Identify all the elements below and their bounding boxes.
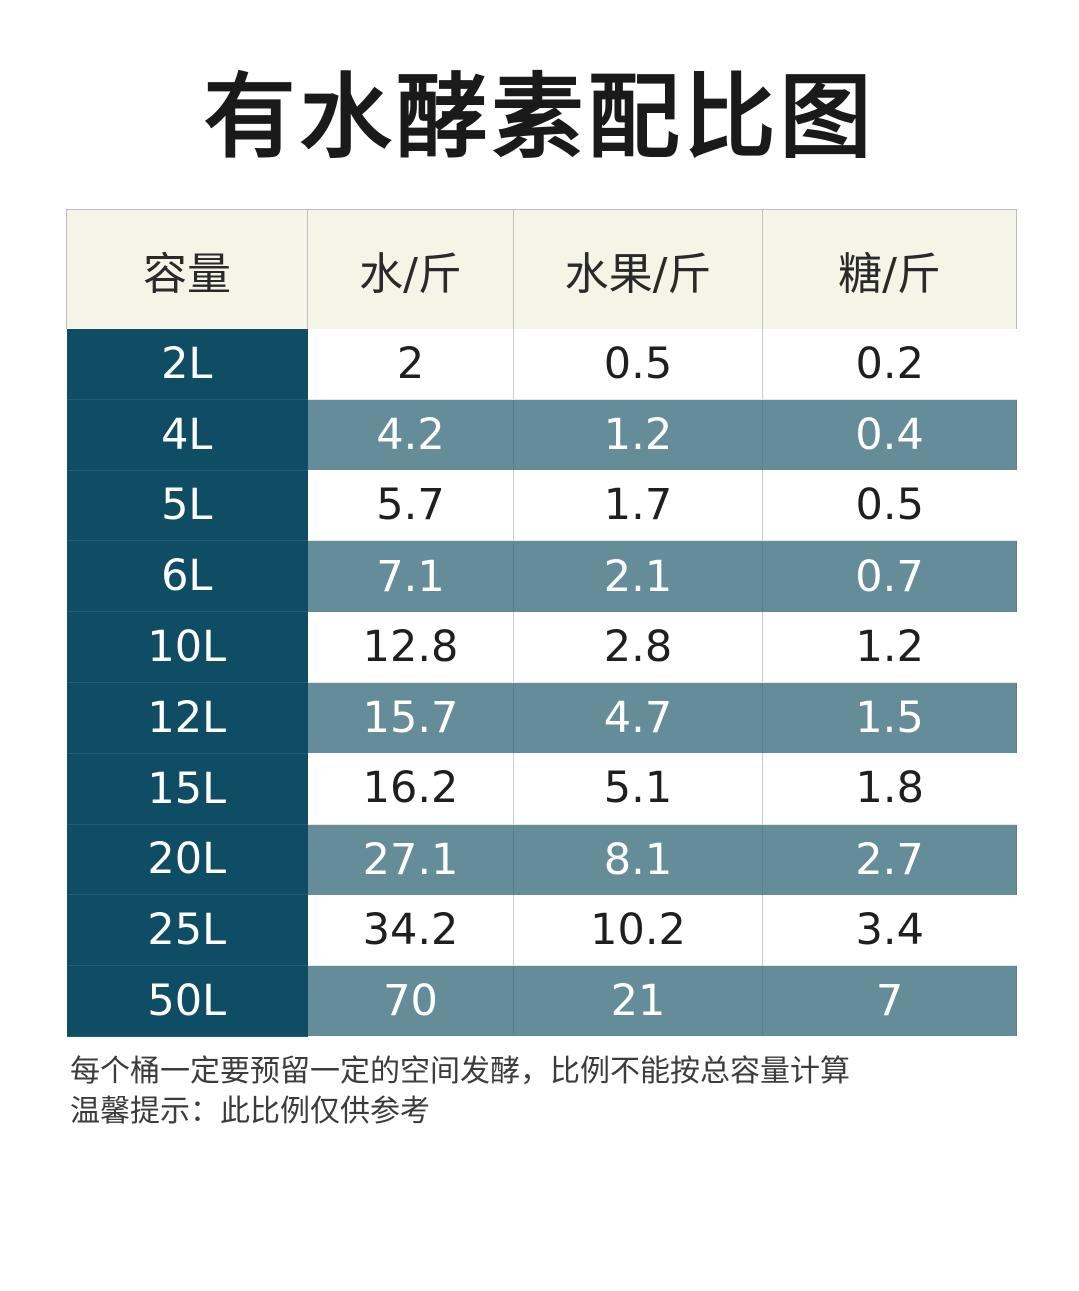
table-row: 12L 15.7 4.7 1.5 [66,682,1017,754]
fruit-cell: 21 [513,965,763,1037]
sugar-cell: 0.4 [762,399,1017,471]
header-water: 水/斤 [307,209,514,329]
sugar-cell: 7 [762,965,1017,1037]
capacity-cell: 50L [66,965,308,1037]
capacity-cell: 10L [66,611,308,683]
table-row: 6L 7.1 2.1 0.7 [66,540,1017,613]
sugar-cell: 1.2 [762,611,1017,683]
footnote-line-space-warning: 每个桶一定要预留一定的空间发酵，比例不能按总容量计算 [70,1054,850,1089]
table-row: 10L 12.8 2.8 1.2 [66,611,1017,683]
table-row: 5L 5.7 1.7 0.5 [66,470,1017,542]
sugar-cell: 1.5 [762,682,1017,754]
table-row: 20L 27.1 8.1 2.7 [66,824,1017,896]
capacity-cell: 2L [66,329,308,400]
footnote-line-tip: 温馨提示：此比例仅供参考 [70,1094,430,1129]
sugar-cell: 0.7 [762,540,1017,612]
page-title: 有水酵素配比图 [203,64,876,171]
capacity-cell: 25L [66,894,308,967]
fruit-cell: 1.2 [513,399,763,471]
water-cell: 4.2 [307,399,514,471]
capacity-cell: 6L [66,540,308,613]
fruit-cell: 2.1 [513,540,763,612]
sugar-cell: 0.5 [762,470,1017,542]
water-cell: 5.7 [307,470,514,542]
table-body: 2L 2 0.5 0.2 4L 4.2 1.2 0.4 5L 5.7 1.7 0… [66,329,1017,1037]
footnote: 每个桶一定要预留一定的空间发酵，比例不能按总容量计算 温馨提示：此比例仅供参考 [70,1052,1030,1132]
header-fruit: 水果/斤 [513,209,763,329]
sugar-cell: 0.2 [762,329,1017,400]
table-row: 2L 2 0.5 0.2 [66,329,1017,400]
table-row: 50L 70 21 7 [66,965,1017,1037]
fruit-cell: 4.7 [513,682,763,754]
capacity-cell: 4L [66,399,308,471]
water-cell: 16.2 [307,753,514,825]
ratio-table: 容量 水/斤 水果/斤 糖/斤 2L 2 0.5 0.2 4L 4.2 1.2 … [66,209,1017,1037]
header-capacity: 容量 [66,209,308,329]
table-row: 15L 16.2 5.1 1.8 [66,753,1017,825]
table-row: 25L 34.2 10.2 3.4 [66,894,1017,967]
fruit-cell: 1.7 [513,470,763,542]
capacity-cell: 5L [66,470,308,542]
water-cell: 2 [307,329,514,400]
fruit-cell: 8.1 [513,824,763,895]
water-cell: 12.8 [307,611,514,683]
fruit-cell: 2.8 [513,611,763,683]
header-row: 容量 水/斤 水果/斤 糖/斤 [66,209,1017,329]
capacity-cell: 12L [66,682,308,754]
water-cell: 34.2 [307,894,514,967]
fruit-cell: 5.1 [513,753,763,825]
sugar-cell: 1.8 [762,753,1017,825]
water-cell: 15.7 [307,682,514,754]
water-cell: 27.1 [307,824,514,895]
header-sugar: 糖/斤 [762,209,1017,329]
table-header: 容量 水/斤 水果/斤 糖/斤 [66,209,1017,329]
capacity-cell: 20L [66,824,308,896]
water-cell: 7.1 [307,540,514,612]
fruit-cell: 10.2 [513,894,763,967]
sugar-cell: 3.4 [762,894,1017,967]
capacity-cell: 15L [66,753,308,825]
table-row: 4L 4.2 1.2 0.4 [66,399,1017,471]
water-cell: 70 [307,965,514,1037]
fruit-cell: 0.5 [513,329,763,400]
sugar-cell: 2.7 [762,824,1017,895]
